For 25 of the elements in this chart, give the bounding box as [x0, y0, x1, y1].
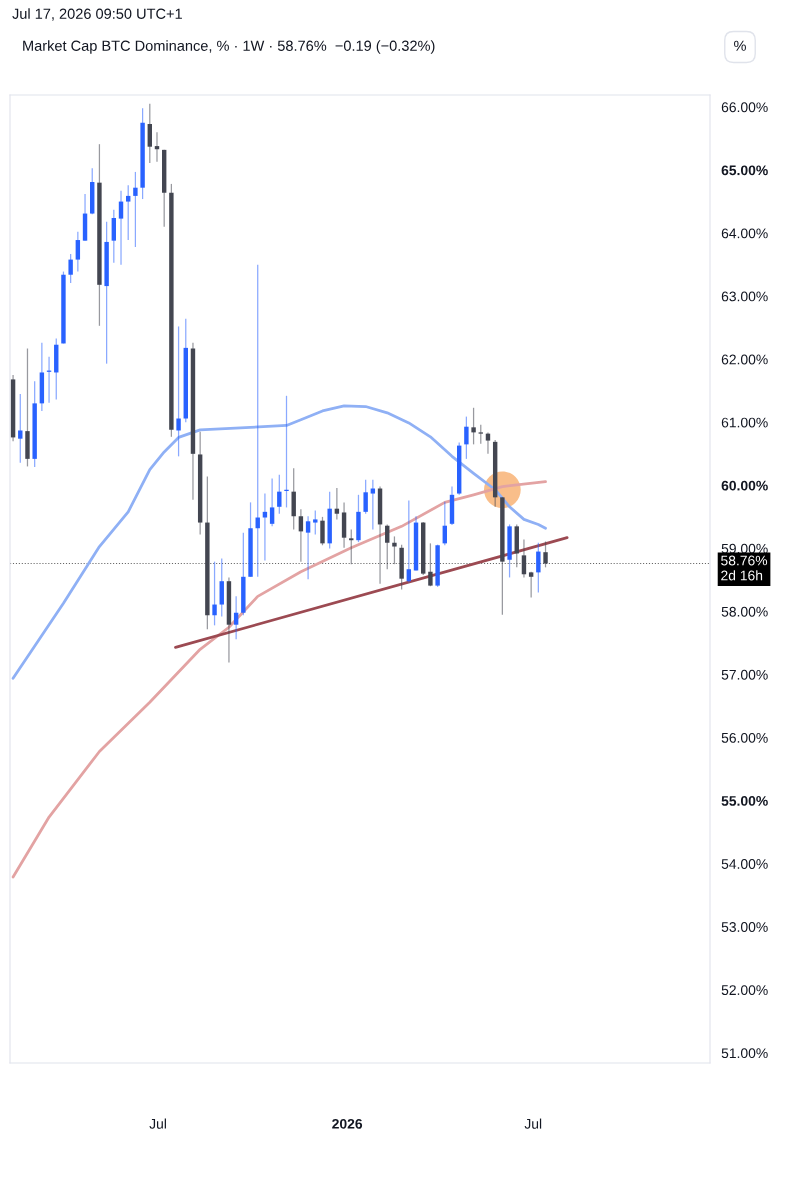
text: Jul 17, 2026 09:50 UTC+1 — [12, 8, 182, 21]
y-tick-label: 56.00% — [721, 732, 768, 743]
y-tick-label: 52.00% — [721, 985, 768, 996]
chart-title: Market Cap BTC Dominance, % · 1W · 58.76% −0.19 (−0.32%) — [23, 40, 435, 54]
x-tick-label: Jul — [149, 1118, 166, 1129]
y-tick-label: 60.00% — [721, 480, 768, 491]
y-tick-label: 57.00% — [721, 669, 768, 680]
y-tick-label: 62.00% — [721, 354, 768, 365]
y-tick-label: 58.00% — [721, 606, 768, 617]
y-tick-label: 61.00% — [721, 417, 768, 428]
ref-line-label: 58.76% 2d 16h — [721, 555, 768, 581]
y-tick-label: 54.00% — [721, 859, 768, 869]
x-tick-label: 2026 — [332, 1118, 363, 1129]
text: % — [734, 40, 746, 51]
y-tick-label: 66.00% — [721, 102, 768, 113]
y-tick-label: 53.00% — [721, 922, 768, 932]
x-tick-label: Jul — [524, 1118, 542, 1129]
line-series — [11, 480, 547, 879]
line-series — [11, 404, 547, 680]
y-tick-label: 55.00% — [721, 796, 768, 806]
y-tick-label: 64.00% — [721, 228, 768, 239]
y-tick-label: 51.00% — [721, 1048, 768, 1059]
y-tick-label: 63.00% — [721, 291, 768, 302]
y-tick-label: 59.00% — [721, 543, 768, 554]
y-tick-label: 65.00% — [721, 165, 768, 176]
